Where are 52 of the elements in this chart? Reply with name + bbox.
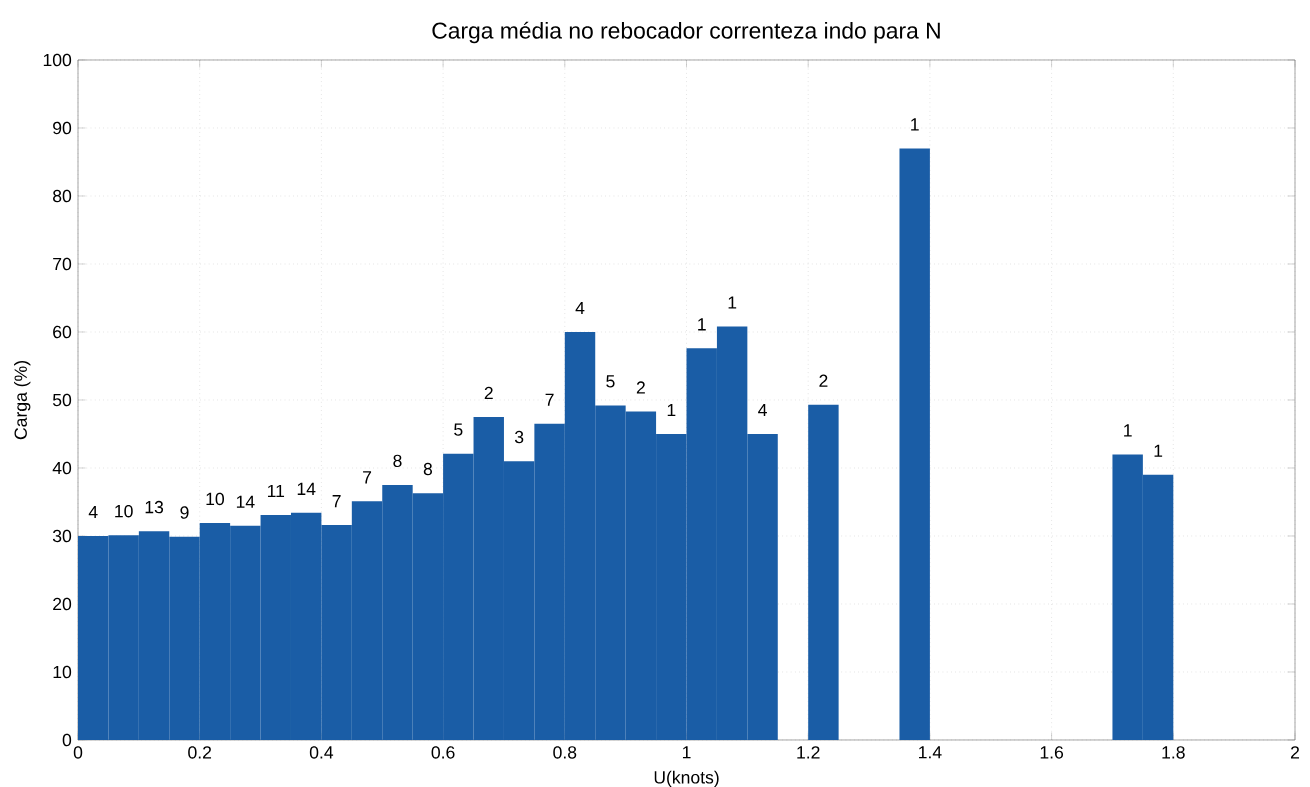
y-tick-label: 50 <box>52 393 72 407</box>
y-axis-title: Carga (%) <box>14 361 31 440</box>
annotation: 14 <box>297 482 316 495</box>
annotation: 4 <box>758 403 767 417</box>
y-tick-label: 0 <box>62 733 72 747</box>
y-tick-label: 10 <box>53 665 72 679</box>
annotation: 1 <box>667 403 676 417</box>
x-tick-label: 1.8 <box>1162 746 1185 759</box>
annotation: 13 <box>145 500 164 514</box>
annotation: 10 <box>115 504 133 518</box>
x-tick-label: 0 <box>73 746 83 759</box>
y-tick-label: 70 <box>53 257 72 271</box>
x-tick-label: 1 <box>682 746 691 759</box>
y-tick-label: 90 <box>53 121 72 135</box>
annotation: 1 <box>1124 424 1132 437</box>
annotation: 1 <box>728 296 737 309</box>
annotation: 7 <box>363 471 372 484</box>
annotation: 2 <box>819 374 828 387</box>
x-tick-label: 1.6 <box>1040 746 1064 759</box>
y-tick-label: 40 <box>52 461 72 475</box>
x-axis-title: U(knots) <box>654 770 719 787</box>
y-tick-label: 60 <box>53 325 72 339</box>
annotation: 3 <box>514 430 524 444</box>
annotation: 2 <box>636 381 645 394</box>
annotation: 1 <box>1154 444 1163 457</box>
annotation: 4 <box>88 505 98 519</box>
x-tick-label: 0.6 <box>431 746 455 759</box>
x-tick-label: 1.4 <box>919 746 942 759</box>
x-tick-label: 0.8 <box>553 746 577 759</box>
annotation: 5 <box>606 375 615 388</box>
annotation: 4 <box>575 301 585 315</box>
y-tick-label: 20 <box>53 597 72 611</box>
annotation: 2 <box>484 386 493 400</box>
y-tick-label: 100 <box>43 53 72 67</box>
annotation: 10 <box>206 492 225 506</box>
annotation: 8 <box>393 454 402 468</box>
annotation: 14 <box>236 495 255 508</box>
annotation: 1 <box>911 118 919 131</box>
annotation: 8 <box>423 462 433 476</box>
annotation: 1 <box>698 318 706 331</box>
annotation: 7 <box>332 495 341 508</box>
annotation: 5 <box>454 423 463 436</box>
y-tick-label: 80 <box>53 189 72 203</box>
x-tick-label: 1.2 <box>797 746 820 759</box>
annotation: 7 <box>545 393 554 406</box>
x-tick-label: 2 <box>1291 746 1300 759</box>
chart-title: Carga média no rebocador correnteza indo para N <box>432 21 940 44</box>
x-tick-label: 0.4 <box>309 746 334 759</box>
annotation: 11 <box>267 484 285 497</box>
annotation: 9 <box>180 506 189 519</box>
x-tick-label: 0.2 <box>188 746 212 759</box>
y-tick-label: 30 <box>52 529 72 543</box>
